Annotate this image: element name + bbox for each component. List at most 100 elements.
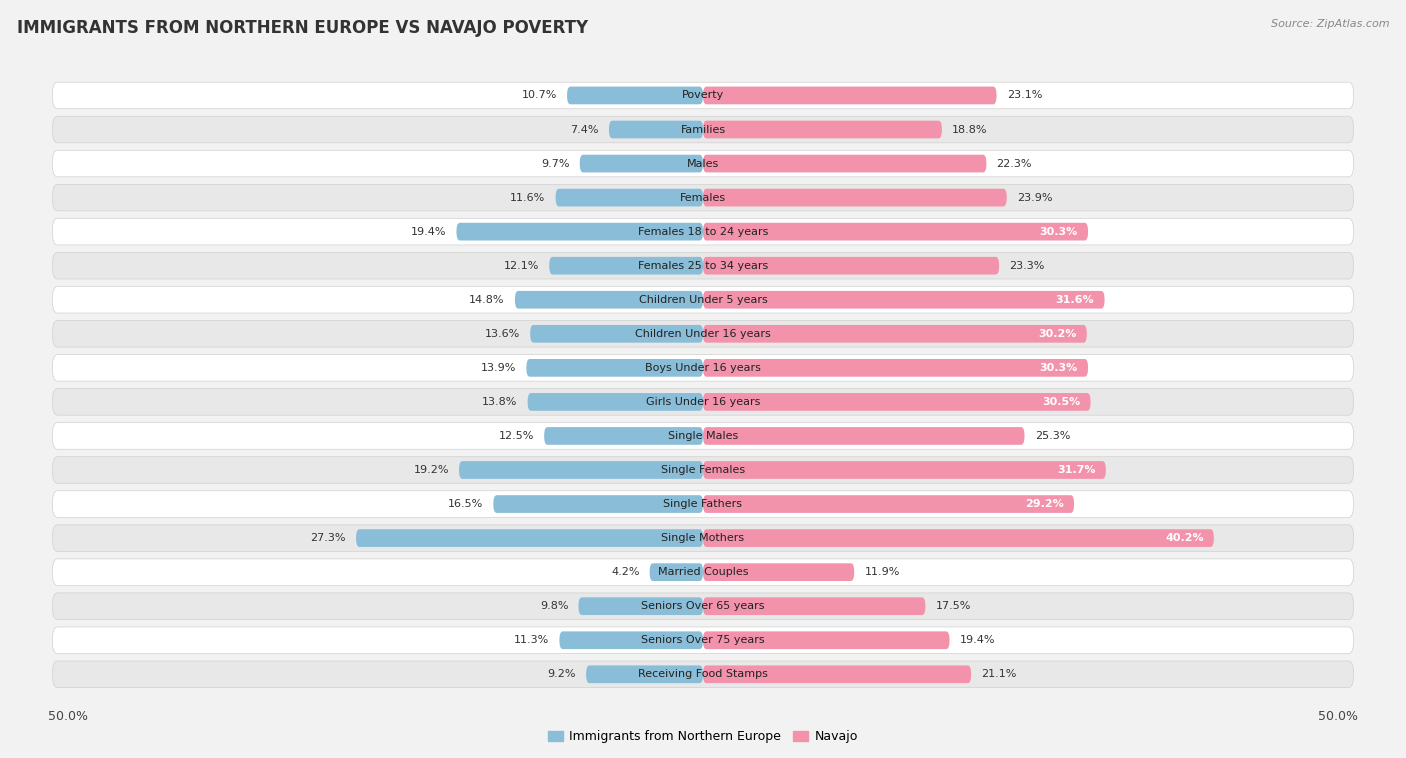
FancyBboxPatch shape [52, 661, 1354, 688]
FancyBboxPatch shape [52, 525, 1354, 551]
Text: 27.3%: 27.3% [311, 533, 346, 543]
FancyBboxPatch shape [703, 427, 1025, 445]
Text: 31.7%: 31.7% [1057, 465, 1095, 475]
Text: 21.1%: 21.1% [981, 669, 1017, 679]
Text: 18.8%: 18.8% [952, 124, 987, 134]
Text: Children Under 5 years: Children Under 5 years [638, 295, 768, 305]
FancyBboxPatch shape [703, 155, 987, 172]
FancyBboxPatch shape [52, 457, 1354, 484]
Text: Receiving Food Stamps: Receiving Food Stamps [638, 669, 768, 679]
FancyBboxPatch shape [52, 287, 1354, 313]
Text: 11.9%: 11.9% [865, 567, 900, 577]
Text: 31.6%: 31.6% [1056, 295, 1094, 305]
Text: 12.1%: 12.1% [503, 261, 538, 271]
FancyBboxPatch shape [527, 393, 703, 411]
FancyBboxPatch shape [526, 359, 703, 377]
Text: 25.3%: 25.3% [1035, 431, 1070, 441]
Text: 14.8%: 14.8% [470, 295, 505, 305]
Text: IMMIGRANTS FROM NORTHERN EUROPE VS NAVAJO POVERTY: IMMIGRANTS FROM NORTHERN EUROPE VS NAVAJ… [17, 19, 588, 37]
Text: 9.8%: 9.8% [540, 601, 568, 611]
FancyBboxPatch shape [494, 495, 703, 513]
FancyBboxPatch shape [560, 631, 703, 649]
Text: Single Females: Single Females [661, 465, 745, 475]
FancyBboxPatch shape [356, 529, 703, 547]
Text: 29.2%: 29.2% [1025, 499, 1064, 509]
FancyBboxPatch shape [703, 393, 1091, 411]
Text: 23.9%: 23.9% [1017, 193, 1052, 202]
FancyBboxPatch shape [703, 563, 855, 581]
FancyBboxPatch shape [703, 666, 972, 683]
Text: 16.5%: 16.5% [449, 499, 484, 509]
FancyBboxPatch shape [703, 631, 949, 649]
FancyBboxPatch shape [609, 121, 703, 139]
Text: 12.5%: 12.5% [499, 431, 534, 441]
FancyBboxPatch shape [586, 666, 703, 683]
Text: Males: Males [688, 158, 718, 168]
FancyBboxPatch shape [703, 257, 1000, 274]
FancyBboxPatch shape [530, 325, 703, 343]
FancyBboxPatch shape [703, 495, 1074, 513]
FancyBboxPatch shape [52, 423, 1354, 449]
Legend: Immigrants from Northern Europe, Navajo: Immigrants from Northern Europe, Navajo [548, 730, 858, 744]
Text: 9.2%: 9.2% [547, 669, 576, 679]
FancyBboxPatch shape [52, 355, 1354, 381]
FancyBboxPatch shape [578, 597, 703, 615]
Text: Poverty: Poverty [682, 90, 724, 101]
Text: 17.5%: 17.5% [935, 601, 972, 611]
FancyBboxPatch shape [52, 252, 1354, 279]
FancyBboxPatch shape [52, 82, 1354, 108]
FancyBboxPatch shape [703, 325, 1087, 343]
FancyBboxPatch shape [703, 461, 1107, 479]
Text: 40.2%: 40.2% [1166, 533, 1204, 543]
FancyBboxPatch shape [650, 563, 703, 581]
FancyBboxPatch shape [52, 150, 1354, 177]
Text: 9.7%: 9.7% [541, 158, 569, 168]
FancyBboxPatch shape [703, 291, 1105, 309]
Text: 19.4%: 19.4% [411, 227, 446, 236]
FancyBboxPatch shape [703, 189, 1007, 206]
FancyBboxPatch shape [550, 257, 703, 274]
FancyBboxPatch shape [458, 461, 703, 479]
Text: Girls Under 16 years: Girls Under 16 years [645, 397, 761, 407]
Text: Single Fathers: Single Fathers [664, 499, 742, 509]
Text: Single Mothers: Single Mothers [661, 533, 745, 543]
FancyBboxPatch shape [703, 223, 1088, 240]
FancyBboxPatch shape [703, 86, 997, 105]
FancyBboxPatch shape [544, 427, 703, 445]
Text: Children Under 16 years: Children Under 16 years [636, 329, 770, 339]
Text: 19.4%: 19.4% [960, 635, 995, 645]
Text: 30.5%: 30.5% [1042, 397, 1080, 407]
FancyBboxPatch shape [52, 627, 1354, 653]
Text: Seniors Over 65 years: Seniors Over 65 years [641, 601, 765, 611]
Text: Boys Under 16 years: Boys Under 16 years [645, 363, 761, 373]
FancyBboxPatch shape [703, 121, 942, 139]
Text: 13.6%: 13.6% [485, 329, 520, 339]
FancyBboxPatch shape [52, 321, 1354, 347]
FancyBboxPatch shape [52, 389, 1354, 415]
FancyBboxPatch shape [703, 529, 1213, 547]
Text: Females 18 to 24 years: Females 18 to 24 years [638, 227, 768, 236]
FancyBboxPatch shape [457, 223, 703, 240]
Text: Seniors Over 75 years: Seniors Over 75 years [641, 635, 765, 645]
FancyBboxPatch shape [703, 359, 1088, 377]
FancyBboxPatch shape [52, 559, 1354, 585]
Text: 10.7%: 10.7% [522, 90, 557, 101]
Text: Single Males: Single Males [668, 431, 738, 441]
FancyBboxPatch shape [515, 291, 703, 309]
FancyBboxPatch shape [52, 218, 1354, 245]
Text: 23.1%: 23.1% [1007, 90, 1042, 101]
FancyBboxPatch shape [52, 490, 1354, 517]
Text: 22.3%: 22.3% [997, 158, 1032, 168]
Text: Married Couples: Married Couples [658, 567, 748, 577]
Text: Females 25 to 34 years: Females 25 to 34 years [638, 261, 768, 271]
FancyBboxPatch shape [567, 86, 703, 105]
FancyBboxPatch shape [555, 189, 703, 206]
FancyBboxPatch shape [52, 116, 1354, 143]
Text: 7.4%: 7.4% [571, 124, 599, 134]
FancyBboxPatch shape [703, 597, 925, 615]
Text: 13.8%: 13.8% [482, 397, 517, 407]
FancyBboxPatch shape [52, 184, 1354, 211]
Text: 30.3%: 30.3% [1039, 227, 1078, 236]
Text: 11.6%: 11.6% [510, 193, 546, 202]
Text: Females: Females [681, 193, 725, 202]
